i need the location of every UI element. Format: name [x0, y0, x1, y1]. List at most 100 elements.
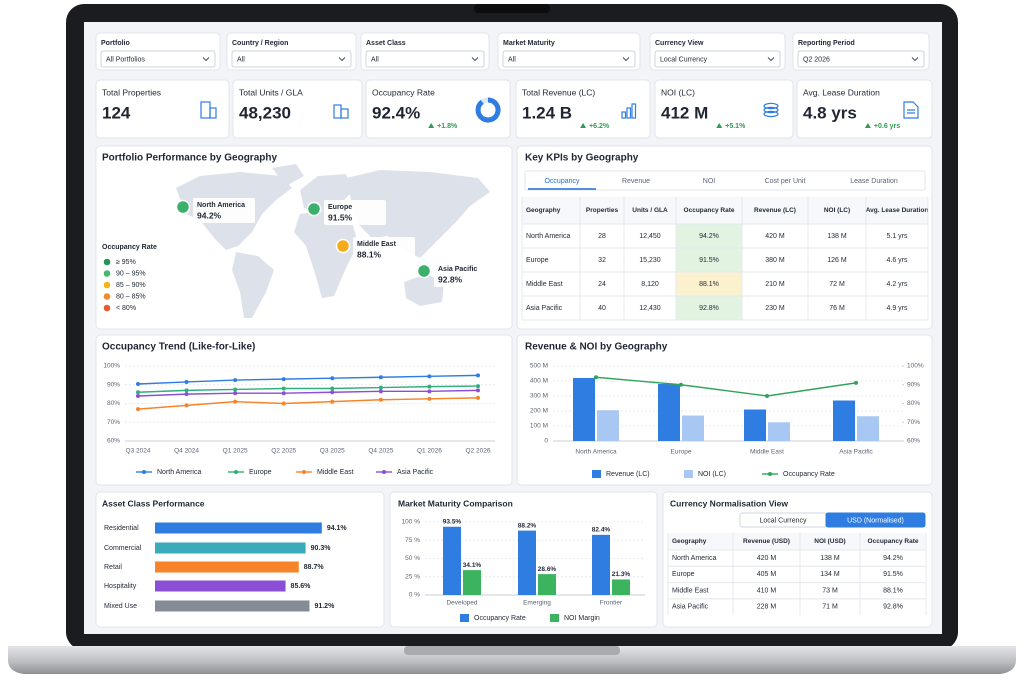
- trend-line: [137, 389, 479, 397]
- y-tick-label: 60%: [107, 438, 120, 445]
- panel: [515, 79, 651, 139]
- trend-line-point: [330, 386, 335, 391]
- tab[interactable]: Cost per Unit: [765, 178, 806, 185]
- trend-line-point: [475, 395, 480, 400]
- table-cell: Asia Pacific: [526, 305, 563, 312]
- trend-line-point: [378, 389, 383, 394]
- trend-line-point: [184, 392, 189, 397]
- trend-line-point: [475, 388, 480, 393]
- legend-label: NOI (LC): [698, 471, 726, 478]
- table-cell: 12,450: [639, 233, 661, 240]
- region-value: 94.2%: [197, 210, 222, 220]
- category-label: Mixed Use: [104, 603, 137, 610]
- tab[interactable]: Lease Duration: [850, 178, 898, 185]
- tab[interactable]: Revenue: [622, 178, 650, 185]
- occupancy-donut-arc: [475, 97, 501, 123]
- value-label: 28.6%: [538, 566, 557, 573]
- x-tick-label: Frontier: [600, 600, 623, 607]
- icon-part: [763, 102, 779, 110]
- panel-title: Key KPIs by Geography: [525, 153, 639, 164]
- chart-title: Revenue & NOI by Geography: [525, 342, 668, 353]
- legend-dot: [103, 270, 111, 277]
- y2-tick-label: 60%: [907, 438, 920, 445]
- kpi-change: +0.6 yrs: [874, 123, 900, 130]
- y-tick-label: 100%: [103, 363, 120, 370]
- category-label: Residential: [104, 525, 139, 532]
- column-header: NOI (USD): [814, 538, 845, 545]
- icon-part: [621, 111, 627, 119]
- table-cell: 230 M: [765, 305, 785, 312]
- bar: [573, 378, 595, 441]
- bar: [518, 530, 536, 595]
- chevron: [338, 57, 346, 62]
- table-cell: 4.9 yrs: [886, 305, 908, 312]
- y-tick-label: 90%: [107, 381, 120, 388]
- legend-dot: [302, 470, 306, 474]
- table-cell: 134 M: [820, 571, 840, 578]
- chevron: [471, 57, 479, 62]
- tab[interactable]: Occupancy: [544, 178, 580, 185]
- trend-line-point: [184, 379, 189, 384]
- table-cell: 138 M: [820, 555, 840, 562]
- highlight-cell: [676, 248, 742, 272]
- region-label-box: [193, 198, 255, 223]
- y-tick-label: 80%: [107, 400, 120, 407]
- kpi-change: +5.1%: [725, 123, 746, 130]
- legend-swatch: [550, 614, 559, 622]
- filter-value: Local Currency: [660, 56, 708, 63]
- select-box[interactable]: [654, 50, 781, 68]
- y-tick-label: 300 M: [530, 393, 548, 400]
- highlight-cell: [676, 224, 742, 248]
- tab[interactable]: NOI: [703, 178, 716, 185]
- filter-value: Q2 2026: [803, 56, 830, 63]
- bar: [592, 534, 610, 595]
- column-header: Geography: [672, 538, 707, 545]
- select-box[interactable]: [365, 50, 485, 68]
- icon-part: [340, 108, 349, 119]
- y2-tick-label: 100%: [907, 363, 924, 370]
- trend-line-point: [427, 384, 432, 389]
- region-label-box: [324, 200, 386, 225]
- kpi-icon: [763, 102, 779, 118]
- x-tick-label: Emerging: [523, 600, 551, 607]
- trend-line: [137, 374, 479, 385]
- trend-line: [137, 385, 478, 393]
- panel-title: Currency Normalisation View: [670, 498, 788, 508]
- panel: [654, 79, 794, 139]
- toggle-label: USD (Normalised): [847, 517, 904, 524]
- panel: [516, 334, 933, 486]
- table-cell: 71 M: [822, 604, 838, 611]
- region-label-box: [353, 237, 415, 262]
- bar: [833, 400, 855, 441]
- table-cell: 4.6 yrs: [886, 257, 908, 264]
- bar: [612, 579, 630, 595]
- region-value: 91.5%: [328, 212, 353, 222]
- occupancy-line-point: [679, 382, 683, 387]
- y-tick-label: 50 %: [405, 555, 420, 562]
- table-cell: 420 M: [757, 555, 777, 562]
- region-name: Asia Pacific: [438, 266, 477, 273]
- table-cell: 405 M: [757, 571, 777, 578]
- trend-line-point: [136, 390, 140, 395]
- bar: [155, 580, 286, 592]
- table-cell: Asia Pacific: [672, 604, 709, 611]
- y2-tick-label: 70%: [907, 419, 920, 426]
- trend-line-point: [475, 384, 480, 389]
- toggle-button[interactable]: [825, 512, 926, 528]
- occupancy-line-point: [594, 375, 598, 380]
- kpi-label: NOI (LC): [661, 87, 695, 97]
- chevron: [622, 57, 630, 62]
- table-cell: 24: [598, 281, 606, 288]
- kpi-label: Total Units / GLA: [239, 87, 303, 97]
- y-tick-label: 100 M: [530, 423, 548, 430]
- select-box[interactable]: [231, 50, 352, 68]
- highlight-cell: [676, 272, 742, 296]
- region-name: Europe: [328, 204, 352, 211]
- select-box[interactable]: [100, 50, 216, 68]
- x-tick-label: Q3 2024: [126, 448, 151, 455]
- select-box[interactable]: [797, 50, 925, 68]
- filter-label: Reporting Period: [798, 40, 855, 47]
- occupancy-line-point: [765, 394, 769, 398]
- select-box[interactable]: [502, 50, 636, 68]
- trend-line-point: [330, 399, 335, 404]
